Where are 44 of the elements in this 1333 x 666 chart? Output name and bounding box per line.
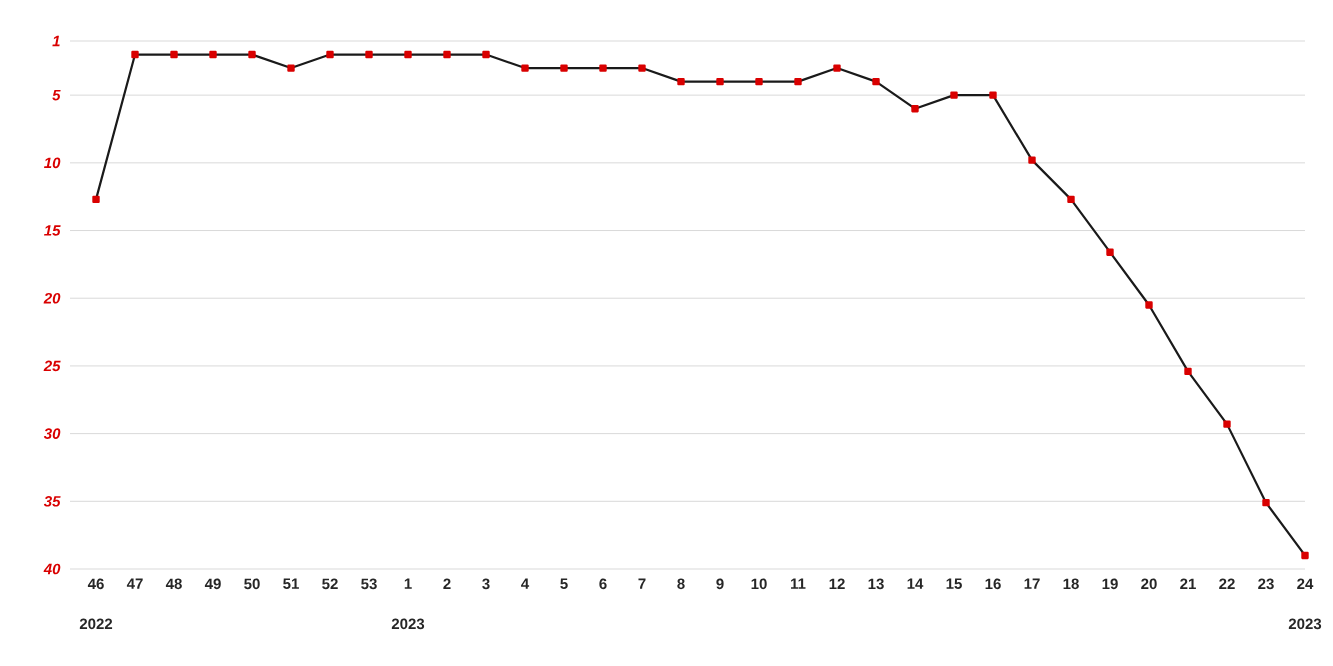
y-tick-label: 1 [52, 35, 60, 47]
y-tick-label: 20 [43, 292, 61, 304]
x-tick-label: 14 [907, 578, 924, 589]
x-tick-label: 5 [560, 578, 568, 589]
y-tick-label: 25 [43, 360, 61, 372]
x-tick-label: 7 [638, 578, 646, 589]
y-tick-label: 30 [43, 428, 61, 439]
x-tick-label: 24 [1297, 578, 1314, 589]
x-tick-label: 52 [322, 578, 338, 590]
x-tick-label: 10 [751, 578, 767, 590]
x-tick-label: 49 [204, 578, 221, 590]
x-tick-label: 9 [716, 578, 724, 590]
y-tick-label: 5 [52, 89, 61, 101]
x-tick-label: 6 [599, 578, 607, 590]
text: 2022 [79, 618, 113, 630]
x-tick-label: 21 [1180, 578, 1196, 589]
x-tick-label: 13 [868, 578, 884, 590]
text: 2023 [391, 618, 425, 630]
x-tick-label: 2 [443, 578, 451, 589]
x-tick-label: 15 [946, 578, 962, 589]
x-tick-label: 8 [677, 578, 685, 590]
x-tick-label: 19 [1102, 578, 1118, 590]
y-tick-label: 15 [44, 225, 61, 236]
x-tick-label: 46 [87, 578, 104, 590]
x-tick-label: 12 [829, 578, 845, 589]
y-tick-label: 10 [44, 157, 61, 169]
x-tick-label: 17 [1024, 578, 1040, 589]
x-tick-label: 1 [404, 578, 412, 589]
x-tick-label: 53 [361, 578, 377, 590]
x-tick-label: 3 [482, 578, 490, 590]
text: 2023 [1288, 618, 1322, 630]
x-tick-label: 18 [1063, 578, 1079, 590]
x-tick-label: 50 [244, 578, 260, 590]
x-tick-label: 22 [1219, 578, 1235, 589]
x-tick-label: 4 [521, 578, 530, 589]
y-tick-label: 40 [43, 563, 61, 575]
x-tick-label: 20 [1141, 578, 1157, 590]
x-tick-label: 48 [165, 578, 182, 590]
x-tick-label: 47 [126, 578, 143, 589]
x-tick-label: 11 [791, 578, 806, 589]
x-tick-label: 16 [985, 578, 1001, 590]
x-tick-label: 23 [1258, 578, 1274, 590]
y-tick-label: 35 [43, 495, 61, 507]
x-tick-label: 51 [283, 578, 299, 589]
